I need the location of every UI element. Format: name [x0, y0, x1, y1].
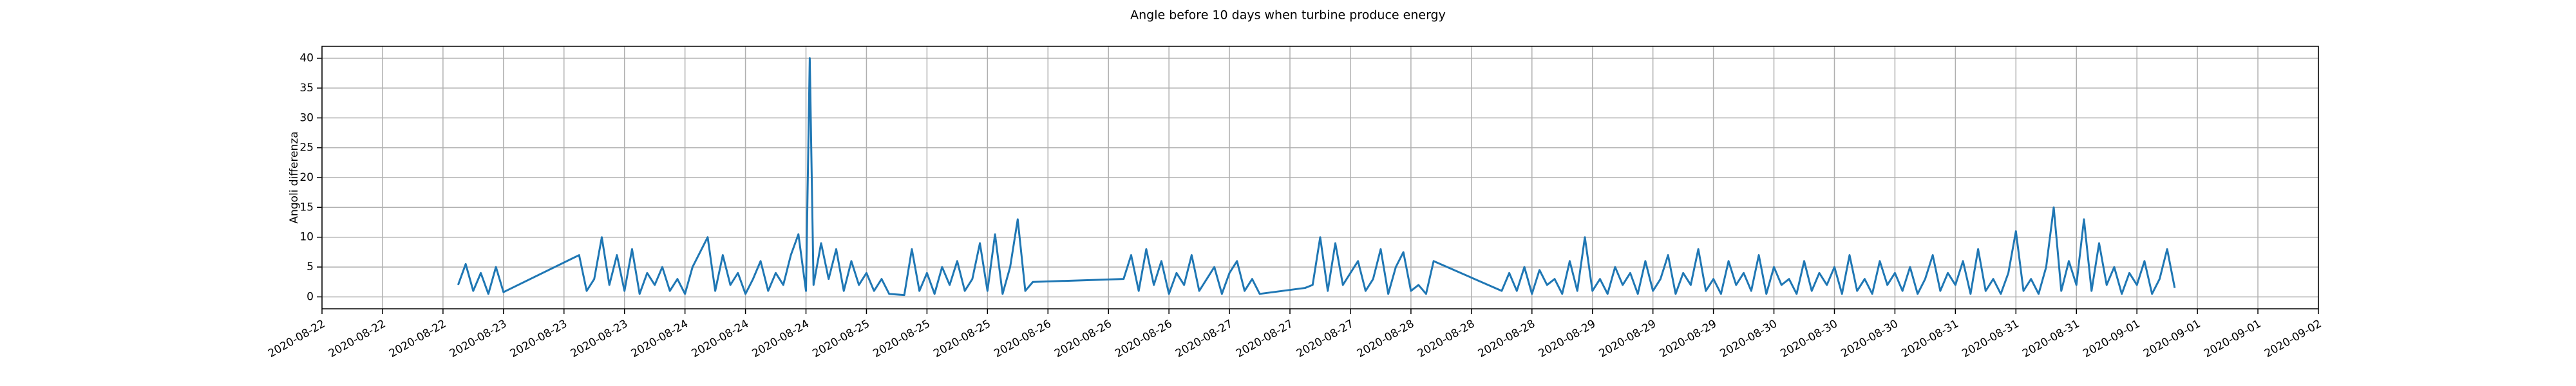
y-tick-label: 10	[299, 231, 314, 244]
y-tick-label: 25	[299, 142, 314, 154]
y-tick-label: 15	[299, 201, 314, 214]
y-tick-label: 40	[299, 52, 314, 65]
chart-title: Angle before 10 days when turbine produc…	[1130, 8, 1446, 23]
plot-frame	[321, 46, 2319, 309]
y-axis-label: Angoli differenza	[288, 131, 301, 223]
y-tick-label: 0	[307, 290, 314, 303]
y-tick-label: 35	[299, 82, 314, 95]
data-line	[457, 57, 2176, 297]
y-tick-label: 20	[299, 171, 314, 184]
y-tick-label: 5	[307, 261, 314, 273]
y-tick-label: 30	[299, 111, 314, 124]
